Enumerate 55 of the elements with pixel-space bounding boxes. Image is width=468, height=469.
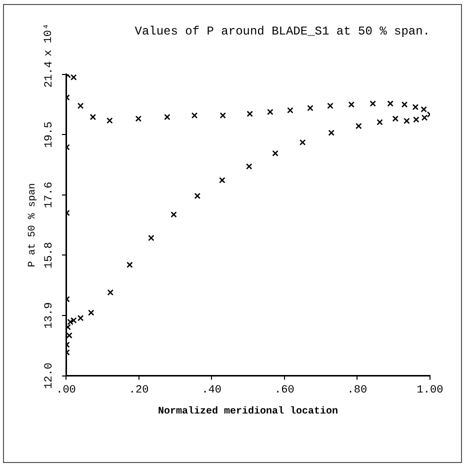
point: [77, 314, 84, 322]
point: [90, 114, 96, 120]
x-tick-label: .00: [56, 384, 76, 396]
point: [170, 211, 177, 218]
point: [412, 104, 419, 110]
point: [404, 118, 410, 124]
y-axis-title: P at 50 % span: [28, 183, 39, 268]
point: [370, 100, 376, 107]
point: [220, 112, 226, 119]
point: [135, 116, 142, 122]
point: [387, 100, 394, 107]
y-tick-label: 12.0: [43, 362, 56, 390]
y-tick-label: 21.4: [43, 60, 56, 88]
point: [272, 150, 278, 156]
x-tick-label: .20: [128, 384, 149, 396]
x-tick-label: .80: [347, 384, 368, 396]
point: [392, 116, 399, 122]
y-tick-label: 17.6: [43, 182, 56, 208]
point: [307, 104, 314, 112]
point: [267, 108, 274, 116]
point: [194, 192, 201, 200]
y-tick-label: 15.8: [43, 242, 56, 268]
point: [88, 310, 94, 316]
point: [287, 107, 294, 114]
point: [70, 74, 77, 80]
point: [376, 119, 383, 126]
y-tick-label: 13.9: [43, 302, 56, 329]
point: [413, 116, 420, 123]
point: [328, 130, 334, 136]
point: [148, 234, 154, 242]
point: [191, 112, 198, 119]
point: [106, 117, 113, 124]
point: [66, 332, 72, 339]
point: [421, 114, 428, 121]
point: [126, 262, 133, 268]
text: x 10⁴: [42, 23, 55, 56]
x-tick-label: .40: [202, 384, 222, 396]
x-axis-title: Normalized meridional location: [158, 406, 338, 418]
point: [70, 317, 77, 324]
point: [77, 102, 84, 109]
point: [420, 106, 427, 112]
chart-title: Values of P around BLADE_S1 at 50 % span.: [134, 24, 430, 38]
point: [327, 102, 334, 109]
point: [299, 139, 306, 146]
point: [107, 289, 114, 296]
point: [348, 101, 354, 108]
point: [356, 122, 362, 130]
point: [246, 163, 252, 170]
point: [401, 101, 408, 108]
point: [219, 177, 226, 184]
y-tick-label: 19.5: [43, 121, 56, 148]
point: [164, 114, 170, 120]
point: [246, 110, 253, 117]
x-tick-label: 1.00: [416, 384, 444, 396]
x-tick-label: .60: [274, 384, 294, 396]
